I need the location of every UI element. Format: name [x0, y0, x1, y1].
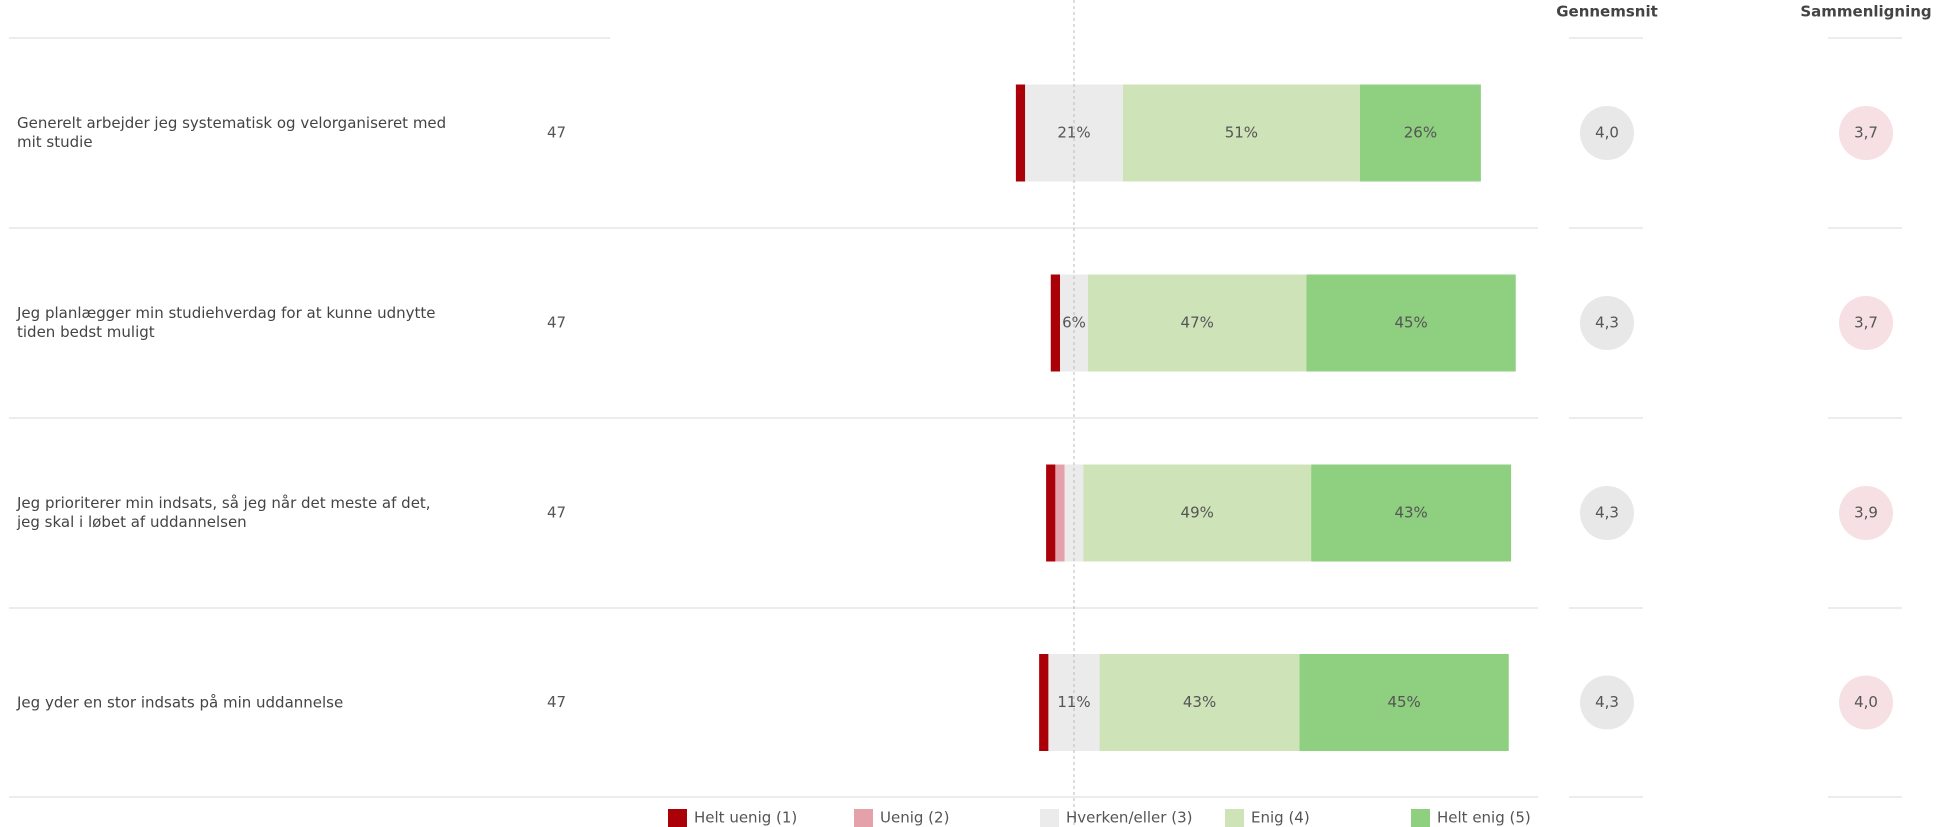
bar-segment: [1306, 274, 1516, 372]
legend-swatch: [1225, 809, 1244, 827]
legend-swatch: [668, 809, 687, 827]
data-label: 43%: [1183, 693, 1216, 711]
bar-segment: [1087, 274, 1307, 372]
legend-label: Uenig (2): [880, 809, 949, 827]
n-count: 47: [547, 124, 566, 142]
data-label: 47%: [1181, 314, 1214, 332]
legend-swatch: [1411, 809, 1430, 827]
mean-badge: [1580, 486, 1634, 540]
mean-value: 4,3: [1595, 693, 1619, 711]
bar-segment: [1039, 654, 1049, 751]
n-count: 47: [547, 504, 566, 522]
row-label: Jeg prioriterer min indsats, så jeg når …: [17, 494, 431, 531]
comparison-badge: [1839, 675, 1893, 730]
bar-segment: [1122, 84, 1360, 182]
data-label: 26%: [1404, 124, 1437, 142]
bar-segment: [1083, 464, 1312, 562]
mean-badge: [1580, 296, 1634, 350]
mean-value: 4,0: [1595, 124, 1619, 142]
comparison-badge: [1839, 106, 1893, 160]
data-label: 43%: [1394, 504, 1427, 522]
legend-swatch: [1040, 809, 1059, 827]
bar-segment: [1311, 464, 1512, 562]
comparison-value: 3,9: [1854, 504, 1878, 522]
row-label: Jeg planlægger min studiehverdag for at …: [17, 304, 436, 341]
mean-value: 4,3: [1595, 314, 1619, 332]
row-label: Jeg yder en stor indsats på min uddannel…: [17, 693, 344, 711]
data-label: 49%: [1181, 504, 1214, 522]
data-label: 6%: [1062, 314, 1086, 332]
bar-segment: [1359, 84, 1481, 182]
comparison-badge: [1839, 486, 1893, 540]
legend-label: Hverken/eller (3): [1066, 809, 1192, 827]
comparison-value: 3,7: [1854, 314, 1878, 332]
bar-segment: [1046, 464, 1056, 562]
data-label: 51%: [1225, 124, 1258, 142]
bar-segment: [1015, 84, 1026, 182]
bar-segment: [1099, 654, 1300, 751]
mean-badge: [1580, 675, 1634, 730]
legend-swatch: [854, 809, 873, 827]
mean-badge: [1580, 106, 1634, 160]
column-header: Sammenligning: [1800, 3, 1931, 21]
legend-label: Helt enig (5): [1437, 809, 1531, 827]
row-label: Generelt arbejder jeg systematisk og vel…: [17, 114, 447, 151]
comparison-value: 4,0: [1854, 693, 1878, 711]
comparison-value: 3,7: [1854, 124, 1878, 142]
bar-segment: [1055, 464, 1065, 562]
data-label: 45%: [1387, 693, 1420, 711]
mean-value: 4,3: [1595, 504, 1619, 522]
legend-label: Enig (4): [1251, 809, 1310, 827]
n-count: 47: [547, 314, 566, 332]
column-header: Gennemsnit: [1556, 3, 1658, 21]
bar-segment: [1299, 654, 1509, 751]
n-count: 47: [547, 693, 566, 711]
comparison-badge: [1839, 296, 1893, 350]
legend-label: Helt uenig (1): [694, 809, 797, 827]
bar-segment: [1050, 274, 1061, 372]
data-label: 45%: [1394, 314, 1427, 332]
